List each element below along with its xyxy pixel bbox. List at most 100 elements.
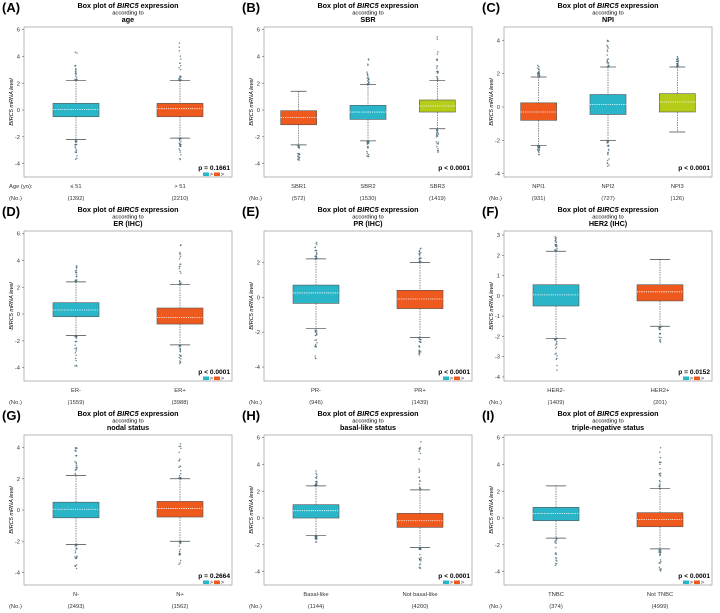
outlier-point [556,355,558,357]
outlier-point [555,346,558,348]
chart-svg: (I) Box plot of BIRC5 expressionaccording… [482,408,713,610]
legend-swatch [214,172,220,177]
chart-svg: (E) Box plot of BIRC5 expressionaccording… [242,204,473,406]
outlier-point [607,154,609,156]
y-tick-label: 0 [17,312,20,318]
outlier-point [556,340,558,343]
outlier-point [75,462,77,465]
category-label: NPI2 [602,184,615,190]
outlier-point [419,553,421,556]
panel-label: (D) [2,204,20,219]
outlier-point [418,337,420,340]
outlier-point [314,331,317,333]
outlier-point [419,559,421,561]
outlier-point [178,138,181,141]
plot-frame [503,230,713,382]
outlier-point [366,74,369,76]
outlier-point [537,74,539,76]
sample-count: (374) [549,604,563,610]
outlier-point [420,247,422,250]
outlier-point [418,257,421,260]
n-label: (No.) [249,604,262,610]
outlier-point [436,145,438,148]
outlier-point [420,251,422,254]
outlier-point [555,358,558,361]
y-tick-label: -2 [495,334,500,340]
outlier-point [74,552,77,554]
outlier-point [75,269,78,272]
outlier-point [367,59,370,61]
outlier-point [75,364,78,367]
category-label: N- [73,592,79,598]
y-tick-label: 2 [17,477,20,483]
outlier-point [437,78,439,80]
outlier-point [74,158,77,160]
outlier-point [74,69,77,71]
y-tick-label: 6 [17,28,20,34]
outlier-point [74,357,77,360]
y-tick-label: 6 [497,436,500,442]
outlier-point [659,554,661,557]
outlier-point [178,76,181,79]
outlier-point [435,67,438,69]
outlier-point [179,349,182,351]
outlier-point [314,345,316,347]
outlier-point [555,542,557,545]
outlier-point [606,159,609,162]
outlier-point [607,47,609,49]
y-tick-label: 2 [497,253,500,259]
outlier-point [179,361,182,364]
category-label: ER+ [174,388,186,394]
legend-symbol: > [690,376,694,382]
outlier-point [366,152,369,155]
y-axis-label: BIRC5 mRNA level [9,78,15,126]
outlier-point [538,153,540,156]
legend-swatch [203,376,209,381]
outlier-point [179,561,181,564]
outlier-point [74,72,77,75]
panel-e: (E) Box plot of BIRC5 expression according… [240,204,480,408]
outlier-point [419,567,422,569]
y-tick-label: -3 [495,355,500,361]
outlier-point [179,350,181,353]
outlier-point [316,241,318,244]
outlier-point [74,64,77,67]
outlier-point [74,75,77,77]
outlier-point [297,158,299,161]
outlier-point [659,553,661,555]
outlier-point [75,564,78,566]
n-label: (No.) [9,400,22,406]
outlier-point [418,468,420,470]
y-tick-label: 4 [497,462,501,468]
chart-title: Box plot of BIRC5 expression [77,205,178,214]
y-axis-label: BIRC5 mRNA level [9,282,15,330]
group-basal-like-box [292,504,340,519]
outlier-point [420,441,422,443]
chart-variable: NPI [602,15,614,24]
category-label: ER- [71,388,81,394]
outlier-point [75,274,78,276]
y-tick-label: 0 [497,516,500,522]
chart-title: Box plot of BIRC5 expression [77,1,178,10]
outlier-point [418,350,420,353]
outlier-point [659,487,662,490]
y-tick-label: 4 [17,258,21,264]
y-tick-label: 1 [497,274,500,280]
outlier-point [608,164,610,166]
outlier-point [555,238,557,241]
chart-variable: ER (IHC) [113,219,143,228]
outlier-point [556,247,558,250]
outlier-point [298,155,300,158]
chart-title: Box plot of BIRC5 expression [557,409,658,418]
outlier-point [367,78,370,81]
outlier-point [420,338,422,341]
legend-swatch [203,580,209,585]
panel-a: (A) Box plot of BIRC5 expression according… [0,0,240,204]
outlier-point [178,267,181,270]
outlier-point [314,357,317,360]
legend-swatch [694,580,700,585]
outlier-point [538,68,540,70]
outlier-point [556,357,558,360]
outlier-point [658,327,660,330]
panel-d: (D) Box plot of BIRC5 expression according… [0,204,240,408]
